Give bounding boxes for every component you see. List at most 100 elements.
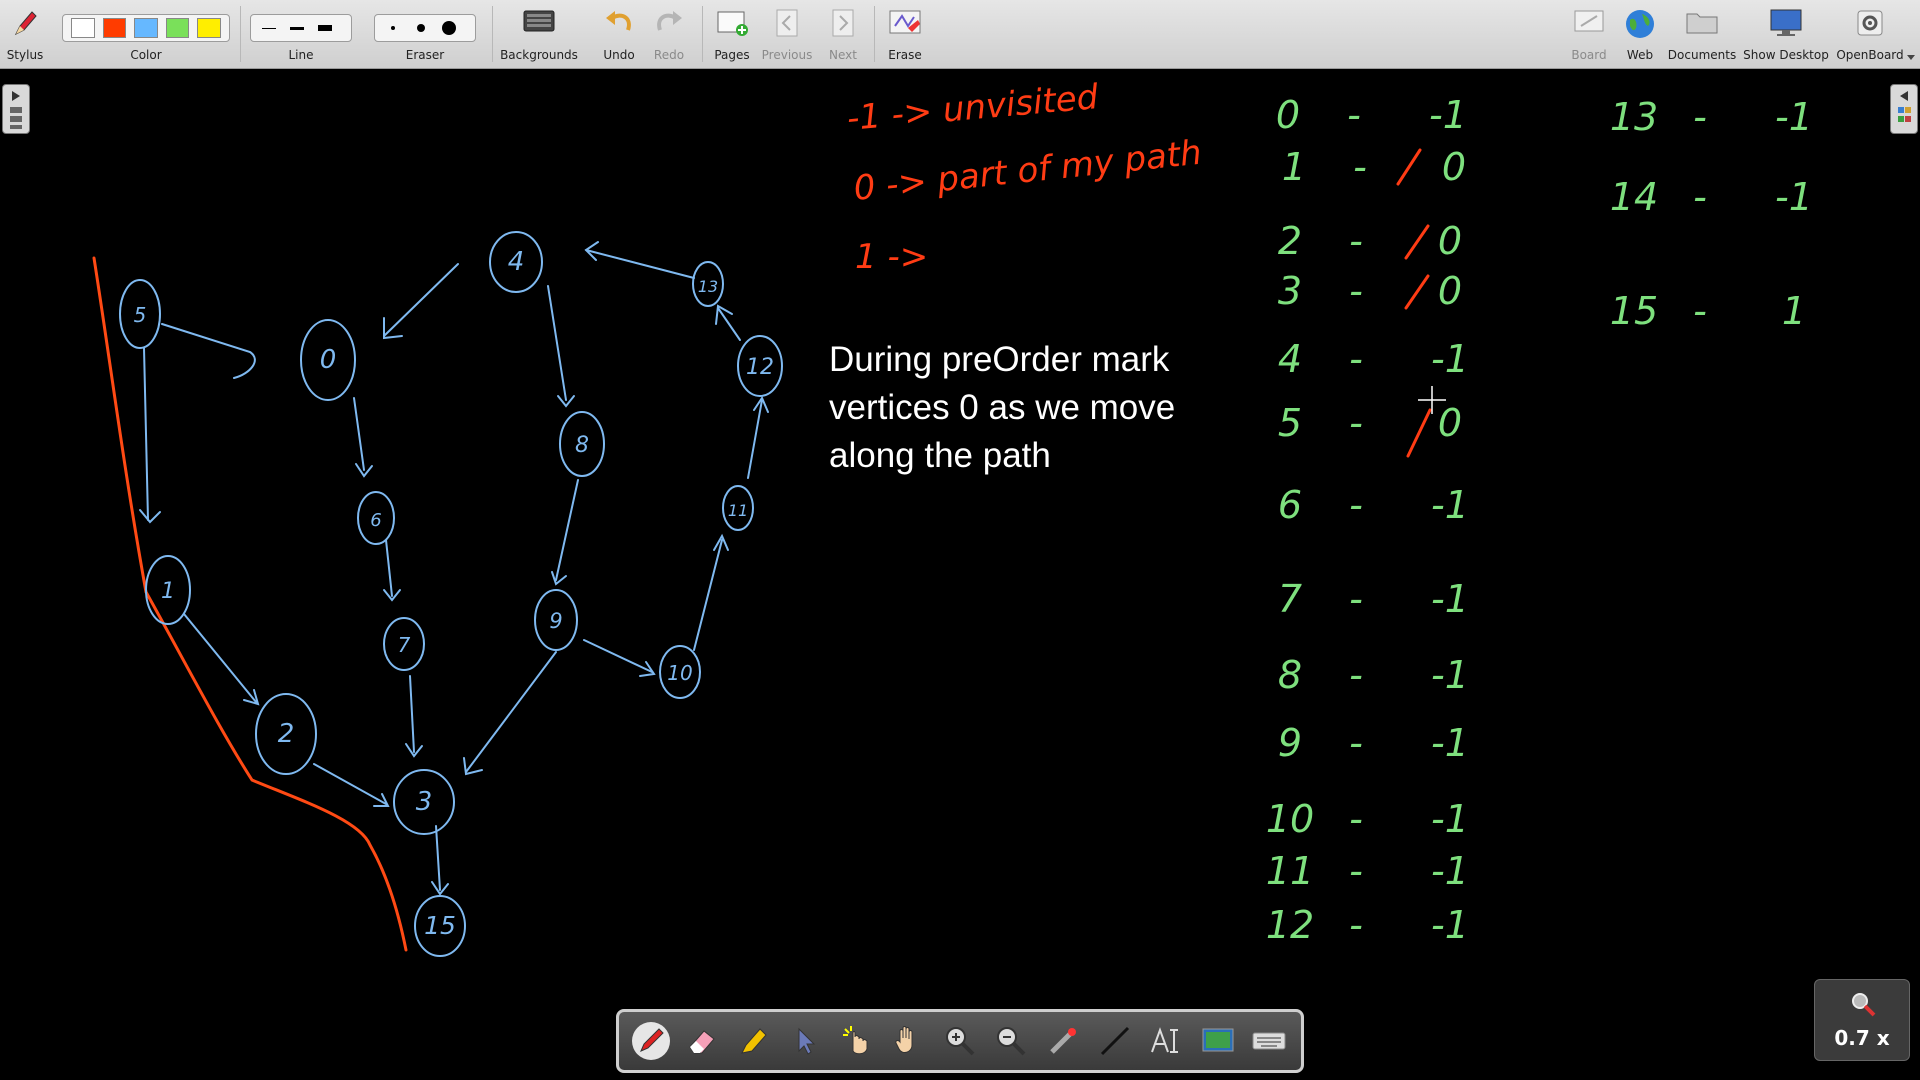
table-separator: -	[1349, 483, 1363, 527]
color-swatch-green[interactable]	[165, 18, 190, 38]
table-value: 0	[1438, 219, 1462, 263]
left-drawer-tab[interactable]	[2, 84, 30, 134]
highlighter-icon	[740, 1028, 767, 1054]
redo-arrow-icon	[657, 11, 682, 31]
table-row: 0 - -1	[1276, 93, 1467, 137]
table-value: 0	[1438, 269, 1462, 313]
next-page-button[interactable]: Next	[820, 0, 866, 68]
edge-4-8	[547, 285, 567, 401]
hand-tool-button[interactable]	[886, 1019, 930, 1063]
arrowhead	[383, 589, 401, 602]
graph-node-circle	[722, 485, 754, 531]
strike-mark	[1404, 224, 1430, 260]
previous-page-button[interactable]: Previous	[758, 0, 816, 68]
undo-arrow-icon	[606, 11, 631, 31]
color-swatch-blue[interactable]	[134, 18, 158, 38]
right-drawer-tab[interactable]	[1890, 84, 1918, 134]
chevron-down-icon[interactable]	[1906, 54, 1916, 62]
line-width-selector	[250, 14, 352, 42]
eraser-small-button[interactable]	[379, 17, 407, 39]
monitor-icon	[1770, 9, 1802, 36]
line-medium-button[interactable]	[283, 17, 311, 39]
web-button[interactable]: Web	[1616, 0, 1664, 68]
documents-button[interactable]: Documents	[1666, 0, 1738, 68]
highlighter-tool-button[interactable]	[732, 1019, 776, 1063]
backgrounds-button[interactable]: Backgrounds	[496, 0, 582, 68]
edge-13-4	[585, 249, 695, 279]
table-vertex-label: 10	[1266, 797, 1314, 841]
edge-10-11	[693, 539, 723, 651]
graph-node: 5	[119, 279, 161, 349]
erase-button[interactable]: Erase	[880, 0, 930, 68]
edge-4-0	[383, 263, 459, 337]
undo-button[interactable]: Undo	[596, 0, 642, 68]
zoom-out-tool-button[interactable]	[989, 1019, 1033, 1063]
graph-node: 7	[383, 617, 425, 671]
table-value: -1	[1431, 337, 1469, 381]
graph-node-label: 7	[398, 633, 411, 657]
edge-9-3	[465, 651, 557, 773]
edge-2-3	[313, 763, 387, 805]
table-value: 1	[1782, 289, 1806, 333]
graph-node: 8	[559, 411, 605, 477]
graph-node-circle	[414, 895, 466, 957]
zoom-level: 0.7 x	[1834, 1026, 1890, 1050]
eraser-group: Eraser	[372, 0, 478, 68]
graph-node: 3	[393, 769, 455, 835]
legend: -1 -> unvisited 0 -> part of my path 1 -…	[845, 77, 1203, 277]
selection-arrow-icon	[798, 1027, 816, 1055]
graph-node: 12	[737, 335, 783, 397]
color-swatch-red[interactable]	[102, 18, 127, 38]
interact-tool-button[interactable]	[835, 1019, 879, 1063]
table-separator: -	[1347, 93, 1361, 137]
capture-tool-button[interactable]	[1196, 1019, 1240, 1063]
previous-page-icon	[776, 9, 798, 37]
edge-3-15	[435, 825, 441, 891]
erase-board-icon	[889, 10, 921, 34]
table-value: -1	[1429, 93, 1467, 137]
arrowhead	[639, 661, 656, 677]
show-desktop-button[interactable]: Show Desktop	[1742, 0, 1830, 68]
arrowhead	[355, 463, 373, 478]
table-value: -1	[1431, 577, 1469, 621]
openboard-menu-button[interactable]: OpenBoard	[1834, 0, 1906, 68]
line-tool-button[interactable]	[1093, 1019, 1137, 1063]
graph-nodes: 5 0 4 13 12 1 6 8 11 9 10 7 2 3 15	[119, 231, 783, 957]
pages-button[interactable]: Pages	[708, 0, 756, 68]
pen-tool-button[interactable]	[629, 1019, 673, 1063]
line-thick-button[interactable]	[311, 17, 339, 39]
table-vertex-label: 9	[1278, 721, 1302, 765]
graph-node-label: 15	[424, 911, 456, 940]
graph-node-label: 9	[549, 609, 562, 633]
eraser-medium-button[interactable]	[407, 17, 435, 39]
eraser-large-button[interactable]	[435, 17, 463, 39]
table-vertex-label: 12	[1266, 903, 1314, 947]
board-icon	[1574, 10, 1604, 32]
color-swatch-white[interactable]	[71, 18, 95, 38]
eraser-icon	[689, 1030, 716, 1054]
magnifier-icon	[1852, 993, 1876, 1017]
select-tool-button[interactable]	[783, 1019, 827, 1063]
zoom-indicator[interactable]: 0.7 x	[1814, 979, 1910, 1061]
board-button[interactable]: Board	[1566, 0, 1612, 68]
eraser-size-selector	[374, 14, 476, 42]
legend-line-visited: 1 ->	[855, 237, 928, 277]
line-thin-button[interactable]	[255, 17, 283, 39]
text-tool-button[interactable]	[1144, 1019, 1188, 1063]
keyboard-icon	[1252, 1032, 1286, 1050]
zoom-in-icon	[945, 1027, 975, 1056]
laser-pointer-tool-button[interactable]	[1041, 1019, 1085, 1063]
graph-node-label: 3	[416, 787, 433, 817]
edge-6-7	[385, 539, 393, 597]
virtual-keyboard-button[interactable]	[1247, 1019, 1291, 1063]
visited-table: 0- -11-02-03-04- -15-06- -17- -18- -19- -110- -…	[1266, 93, 1813, 947]
stylus-button[interactable]: Stylus	[0, 0, 50, 68]
table-row: 6 - -1	[1278, 483, 1469, 527]
table-row: 12- -1	[1266, 903, 1469, 947]
redo-button[interactable]: Redo	[646, 0, 692, 68]
arrowhead	[463, 757, 483, 776]
zoom-in-tool-button[interactable]	[938, 1019, 982, 1063]
eraser-tool-button[interactable]	[680, 1019, 724, 1063]
color-swatch-yellow[interactable]	[197, 18, 221, 38]
